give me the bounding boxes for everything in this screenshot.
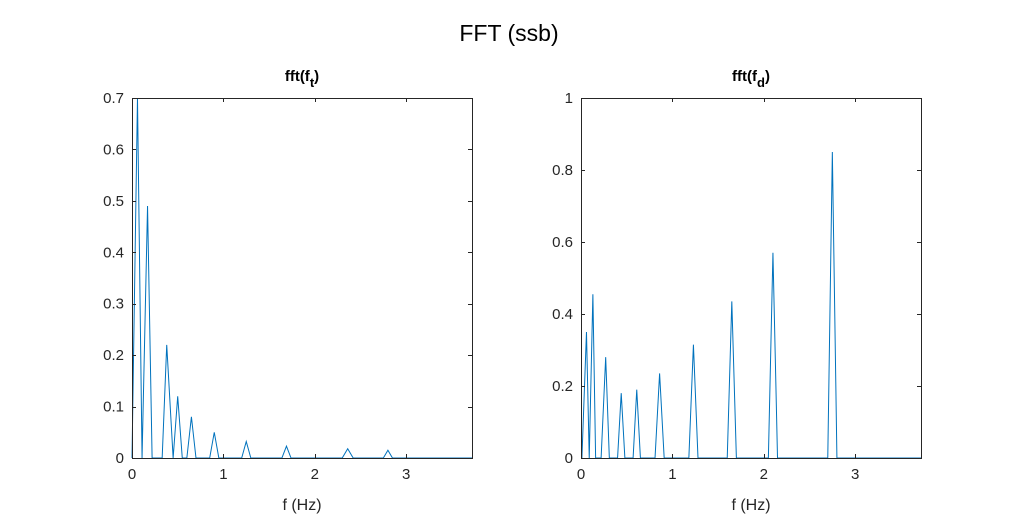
- axes-title-close: ): [765, 68, 770, 85]
- y-tick-label: 0: [116, 450, 124, 467]
- axes-title-main: fft(f: [285, 68, 311, 85]
- x-axis-label: f (Hz): [731, 497, 770, 514]
- y-tick-label: 1: [565, 90, 573, 107]
- x-tick-label: 1: [668, 466, 676, 483]
- figure-title: FFT (ssb): [459, 20, 558, 46]
- x-axis-label: f (Hz): [282, 497, 321, 514]
- y-tick-label: 0.7: [103, 90, 124, 107]
- left-axes: 0 1 2 3 0 0.1 0.2 0.3 0.4 0.5 0.6 0.7 fft(ft) f (Hz): [103, 68, 473, 514]
- y-tick-label: 0.6: [103, 141, 124, 158]
- x-tick-label: 3: [851, 466, 859, 483]
- x-tick-label: 3: [402, 466, 410, 483]
- x-tick-label: 2: [311, 466, 319, 483]
- y-tick-label: 0.3: [103, 296, 124, 313]
- axes-title: fft(fd): [732, 68, 770, 90]
- y-tick-label: 0.4: [103, 244, 124, 261]
- y-tick-label: 0: [565, 450, 573, 467]
- series-line: [581, 151, 921, 459]
- series-line: [131, 97, 472, 459]
- axes-frame: [581, 98, 922, 459]
- right-axes: 0 1 2 3 0 0.2 0.4 0.6 0.8 1 fft(fd) f (Hz): [552, 68, 922, 514]
- x-tick-label: 1: [219, 466, 227, 483]
- y-tick-label: 0.5: [103, 193, 124, 210]
- y-tick-label: 0.2: [552, 378, 573, 395]
- x-tick-label: 0: [128, 466, 136, 483]
- axes-title: fft(ft): [285, 68, 319, 90]
- axes-title-subscript: d: [757, 75, 765, 90]
- y-tick-label: 0.6: [552, 234, 573, 251]
- y-tick-label: 0.8: [552, 162, 573, 179]
- axes-title-subscript: t: [310, 75, 315, 90]
- axes-title-main: fft(f: [732, 68, 758, 85]
- y-tick-label: 0.4: [552, 306, 573, 323]
- axes-title-close: ): [314, 68, 319, 85]
- x-tick-label: 2: [760, 466, 768, 483]
- x-tick-label: 0: [577, 466, 585, 483]
- axes-frame: [132, 98, 473, 459]
- y-tick-label: 0.2: [103, 347, 124, 364]
- y-tick-label: 0.1: [103, 399, 124, 416]
